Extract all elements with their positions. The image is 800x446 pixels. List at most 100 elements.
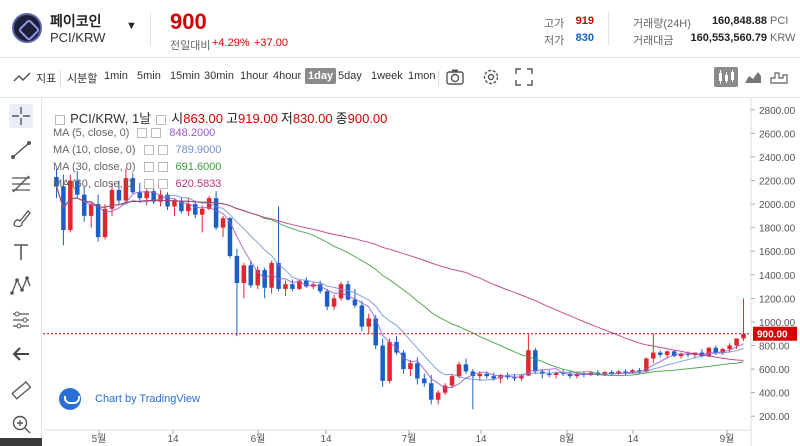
interval-1day[interactable]: 1day xyxy=(305,68,337,84)
coin-pair[interactable]: PCI/KRW xyxy=(50,30,106,45)
candle-body xyxy=(623,371,628,373)
interval-30min[interactable]: 30min xyxy=(204,70,234,82)
measure-icon[interactable] xyxy=(9,308,33,332)
ma-visibility-icon[interactable] xyxy=(143,162,154,173)
candle-body xyxy=(567,373,573,377)
candlestick-chart[interactable]: 2800.00 2600.00 2400.00 2200.00 2000.00 1800.… xyxy=(43,98,800,446)
pair-dropdown-icon[interactable]: ▼ xyxy=(126,20,137,32)
candle-body xyxy=(477,373,483,377)
amount-unit: KRW xyxy=(770,32,796,44)
ma-label: MA (5, close, 0) xyxy=(53,127,130,139)
zoom-in-icon[interactable] xyxy=(9,412,33,436)
candle-body xyxy=(380,345,385,381)
coin-name[interactable]: 페이코인 xyxy=(50,13,102,29)
toolbar-collapse-handle[interactable] xyxy=(0,438,42,446)
text-tool-icon[interactable] xyxy=(9,240,33,264)
brush-icon[interactable] xyxy=(9,206,33,230)
candle-body xyxy=(415,363,420,379)
interval-1week[interactable]: 1week xyxy=(371,70,403,82)
ma-line xyxy=(56,186,744,377)
candle-body xyxy=(255,270,260,286)
candle-style-button[interactable] xyxy=(714,67,738,87)
candle-body xyxy=(269,263,274,288)
indicator-button[interactable]: 지표 xyxy=(36,73,57,85)
interval-1hour[interactable]: 1hour xyxy=(240,70,269,82)
high-value: 919 xyxy=(575,15,594,27)
crosshair-icon[interactable] xyxy=(9,104,33,128)
candle-body xyxy=(428,383,434,400)
interval-5min[interactable]: 5min xyxy=(137,70,161,82)
candle-body xyxy=(193,204,198,215)
y-tick-label: 600.00 xyxy=(759,365,790,376)
interval-4hour[interactable]: 4hour xyxy=(273,70,302,82)
indicator-icon[interactable] xyxy=(12,68,32,88)
candle-body xyxy=(671,351,677,357)
legend-symbol: PCI/KRW, 1날 xyxy=(70,111,152,126)
ruler-icon[interactable] xyxy=(9,378,33,402)
ma-remove-icon[interactable] xyxy=(157,162,168,173)
y-tick-label: 2200.00 xyxy=(759,177,796,188)
candle-body xyxy=(373,318,378,346)
candle-body xyxy=(213,198,219,228)
interval-1min[interactable]: 1min xyxy=(104,70,128,82)
candle-body xyxy=(81,194,87,216)
depth-style-button[interactable] xyxy=(767,67,791,87)
candle-body xyxy=(574,373,580,377)
y-tick-label: 200.00 xyxy=(759,412,790,423)
x-tick-label: 6월 xyxy=(251,433,266,445)
change-percent: +4.29% xyxy=(212,37,250,49)
candle-body xyxy=(172,200,177,207)
candle-body xyxy=(220,218,226,228)
chart-toolbar: 지표 시분할 1min 5min 15min 30min 1hour 4hour 1day 5… xyxy=(0,58,800,98)
interval-15min[interactable]: 15min xyxy=(170,70,200,82)
candle-body xyxy=(484,373,490,377)
candle-body xyxy=(463,364,469,372)
coin-logo xyxy=(12,13,42,43)
y-tick-label: 1800.00 xyxy=(759,224,796,235)
price-chart[interactable]: 2800.00 2600.00 2400.00 2200.00 2000.00 1800.… xyxy=(43,98,800,446)
trendline-icon[interactable] xyxy=(9,138,33,162)
area-style-button[interactable] xyxy=(741,67,765,87)
interval-5day[interactable]: 5day xyxy=(338,70,362,82)
candle-body xyxy=(630,370,635,373)
legend-settings-icon[interactable] xyxy=(156,115,167,126)
camera-icon[interactable] xyxy=(445,67,465,87)
candle-body xyxy=(68,180,73,230)
candle-body xyxy=(324,291,330,307)
candle-body xyxy=(297,280,302,289)
legend-toggle-icon[interactable] xyxy=(55,115,65,126)
ma-remove-icon[interactable] xyxy=(157,145,168,156)
ma-visibility-icon[interactable] xyxy=(137,128,148,139)
fullscreen-icon[interactable] xyxy=(514,67,534,87)
watermark-text: Chart by TradingView xyxy=(95,393,200,405)
y-tick-label: 1600.00 xyxy=(759,247,796,258)
timeframe-button[interactable]: 시분할 xyxy=(67,73,98,85)
tradingview-watermark[interactable]: Chart by TradingView xyxy=(59,388,200,410)
pattern-icon[interactable] xyxy=(9,274,33,298)
settings-icon[interactable] xyxy=(481,67,501,87)
x-tick-label: 8월 xyxy=(560,433,575,445)
back-arrow-icon[interactable] xyxy=(9,342,33,366)
header-divider-2 xyxy=(608,12,609,46)
candle-body xyxy=(158,194,163,202)
ma-remove-icon[interactable] xyxy=(157,179,168,190)
ma-visibility-icon[interactable] xyxy=(143,179,154,190)
candle-body xyxy=(546,373,552,375)
candles-icon xyxy=(719,70,734,84)
y-tick-label: 1000.00 xyxy=(759,318,796,329)
candle-body xyxy=(179,200,184,212)
candle-body xyxy=(54,176,59,187)
interval-1mon[interactable]: 1mon xyxy=(408,70,436,82)
depth-chart-icon xyxy=(770,72,788,84)
ma-visibility-icon[interactable] xyxy=(143,145,154,156)
low-value: 830 xyxy=(575,32,594,44)
candle-body xyxy=(401,352,406,370)
ma-value: 691.6000 xyxy=(175,161,222,173)
fibonacci-icon[interactable] xyxy=(9,172,33,196)
candle-body xyxy=(553,372,559,375)
ma-remove-icon[interactable] xyxy=(151,128,162,139)
current-price-tag-label: 900.00 xyxy=(757,330,788,341)
low-label: 저가 xyxy=(544,35,565,47)
candle-body xyxy=(338,284,344,299)
x-tick-label: 14 xyxy=(627,434,639,445)
